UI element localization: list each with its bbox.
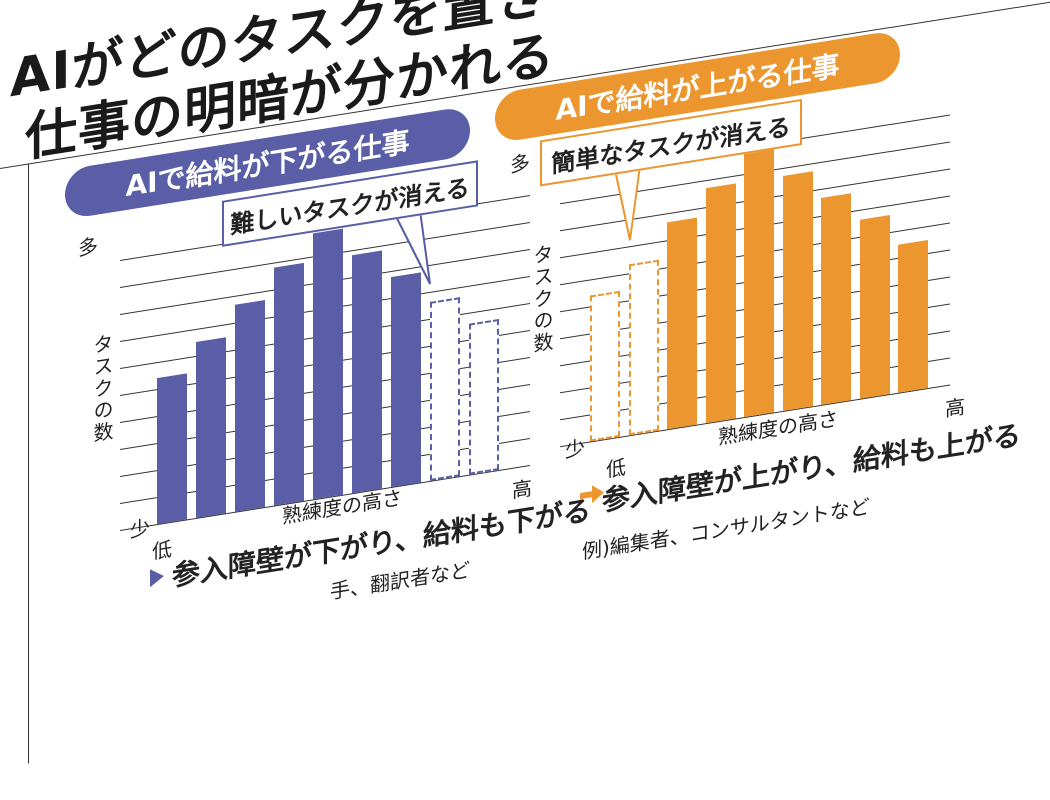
left-y-low: 少 (130, 515, 150, 543)
right-bar (898, 239, 928, 393)
left-bar (274, 262, 304, 506)
left-bar (235, 299, 265, 512)
right-y-high: 多 (510, 150, 530, 178)
frame-left (28, 163, 29, 764)
left-y-label: タスクの数 (90, 331, 114, 446)
right-y-low: 少 (565, 435, 585, 463)
right-bar-removed (590, 291, 620, 442)
right-callout-pointer (613, 164, 642, 241)
right-x-label: 熟練度の高さ (718, 406, 838, 450)
left-bar-removed (430, 296, 460, 481)
left-y-high: 多 (78, 233, 98, 261)
left-bar (157, 373, 187, 525)
right-x-high: 高 (945, 394, 965, 422)
left-bar (352, 250, 382, 494)
right-bar (705, 183, 736, 424)
left-bar (313, 228, 343, 500)
right-bar (782, 171, 813, 412)
right-y-label: タスクの数 (530, 242, 554, 357)
left-bar (391, 272, 421, 488)
right-bar-removed (628, 259, 659, 436)
left-bar-removed (469, 318, 499, 475)
right-bar (821, 193, 851, 405)
left-bar (196, 336, 226, 518)
left-arrow-icon (150, 567, 164, 588)
left-x-low: 低 (152, 536, 172, 564)
right-bar (859, 214, 890, 399)
right-bar (744, 146, 774, 418)
right-bar (667, 217, 697, 430)
